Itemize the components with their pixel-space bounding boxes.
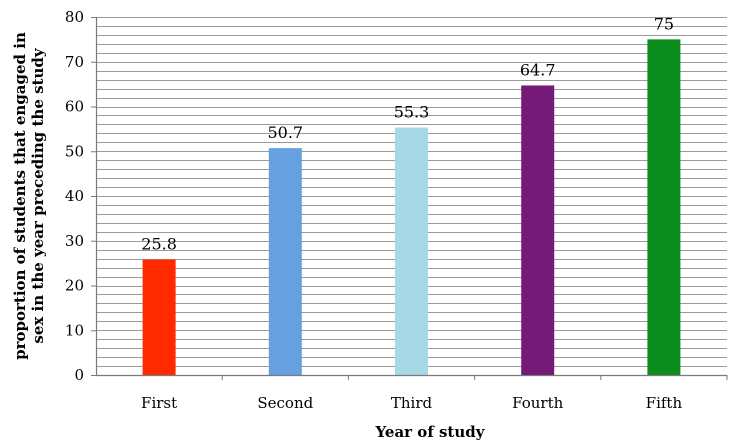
data-label: 50.7: [267, 123, 303, 142]
y-tick-label: 40: [65, 187, 84, 205]
data-labels: 25.8 50.7 55.3 64.7 75: [141, 14, 674, 253]
data-label: 25.8: [141, 235, 177, 254]
bars: [142, 39, 681, 375]
bar-first: [142, 259, 176, 375]
y-tick-label: 60: [65, 98, 84, 116]
y-axis-title-line-2: sex in the year preceding the study: [29, 47, 47, 343]
y-axis-title-line-1: proportion of students that engaged in: [11, 32, 29, 360]
data-label: 64.7: [520, 60, 556, 79]
data-label: 75: [654, 14, 674, 33]
data-label: 55.3: [394, 103, 430, 122]
x-axis-title: Year of study: [375, 423, 486, 440]
y-tick-label: 80: [65, 8, 84, 26]
y-axis-title: proportion of students that engaged in s…: [11, 32, 47, 360]
bar-fifth: [647, 39, 681, 375]
x-tick-label: First: [141, 394, 177, 412]
axes: [91, 17, 728, 380]
y-tick-labels: 0 10 20 30 40 50 60 70 80: [65, 8, 84, 384]
x-tick-label: Fifth: [646, 394, 683, 412]
x-tick-labels: First Second Third Fourth Fifth: [141, 394, 682, 412]
y-tick-label: 0: [74, 366, 84, 384]
bar-second: [268, 148, 302, 375]
y-tick-label: 10: [65, 321, 84, 339]
y-tick-label: 50: [65, 142, 84, 160]
y-tick-label: 70: [65, 53, 84, 71]
x-tick-label: Fourth: [512, 394, 563, 412]
bar-fourth: [521, 85, 555, 375]
x-tick-label: Third: [391, 394, 433, 412]
x-tick-label: Second: [257, 394, 313, 412]
y-tick-label: 20: [65, 277, 84, 295]
bar-third: [395, 127, 428, 375]
y-tick-label: 30: [65, 232, 84, 250]
